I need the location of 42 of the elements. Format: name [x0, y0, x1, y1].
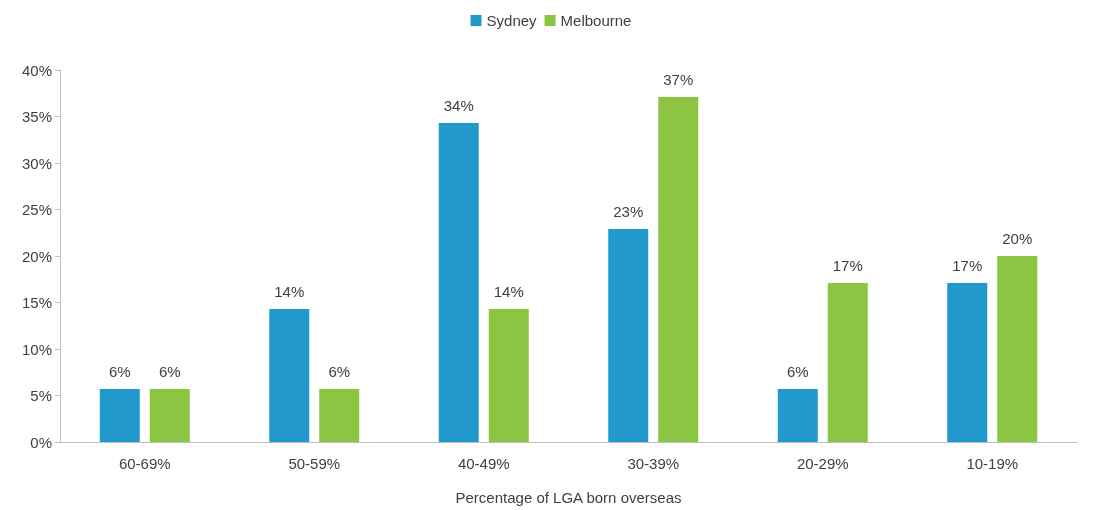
bar: [997, 256, 1038, 442]
bar: [269, 309, 310, 442]
bar: [947, 282, 988, 442]
data-label: 14%: [493, 283, 524, 301]
data-label: 17%: [952, 256, 983, 274]
x-tick-label: 40-49%: [457, 455, 510, 472]
bar: [608, 229, 649, 442]
bar: [658, 96, 699, 442]
data-label: 37%: [663, 70, 694, 88]
legend-label: Sydney: [486, 12, 538, 29]
y-tick-label: 20%: [21, 247, 52, 265]
y-tick-label: 40%: [21, 61, 52, 79]
data-label: 34%: [443, 97, 474, 115]
bar: [827, 282, 868, 442]
x-axis-title: Percentage of LGA born overseas: [455, 489, 682, 506]
y-tick-label: 10%: [21, 340, 52, 358]
y-tick-label: 5%: [30, 387, 52, 404]
y-tick-label: 15%: [21, 294, 52, 311]
data-label: 6%: [158, 362, 181, 380]
x-tick-label: 20-29%: [796, 455, 849, 472]
bar: [149, 388, 190, 442]
bar: [99, 388, 140, 442]
y-tick-label: 0%: [30, 433, 52, 451]
data-label: 23%: [613, 203, 644, 221]
data-label: 6%: [108, 362, 131, 380]
y-tick-label: 25%: [21, 201, 52, 218]
bar: [438, 123, 479, 442]
x-tick-label: 50-59%: [288, 455, 341, 472]
data-label: 20%: [1002, 230, 1033, 247]
x-tick-label: 10-19%: [966, 455, 1019, 472]
data-label: 6%: [328, 362, 351, 380]
x-tick-label: 60-69%: [118, 455, 171, 472]
legend-label: Melbourne: [560, 12, 632, 29]
data-label: 6%: [786, 362, 809, 380]
bar: [319, 388, 360, 442]
y-tick-label: 30%: [21, 154, 52, 172]
y-tick-label: 35%: [21, 108, 52, 125]
bar: [777, 388, 818, 442]
data-label: 14%: [274, 283, 305, 301]
x-tick-label: 30-39%: [627, 455, 680, 472]
bar: [488, 309, 529, 442]
data-label: 17%: [832, 256, 863, 274]
